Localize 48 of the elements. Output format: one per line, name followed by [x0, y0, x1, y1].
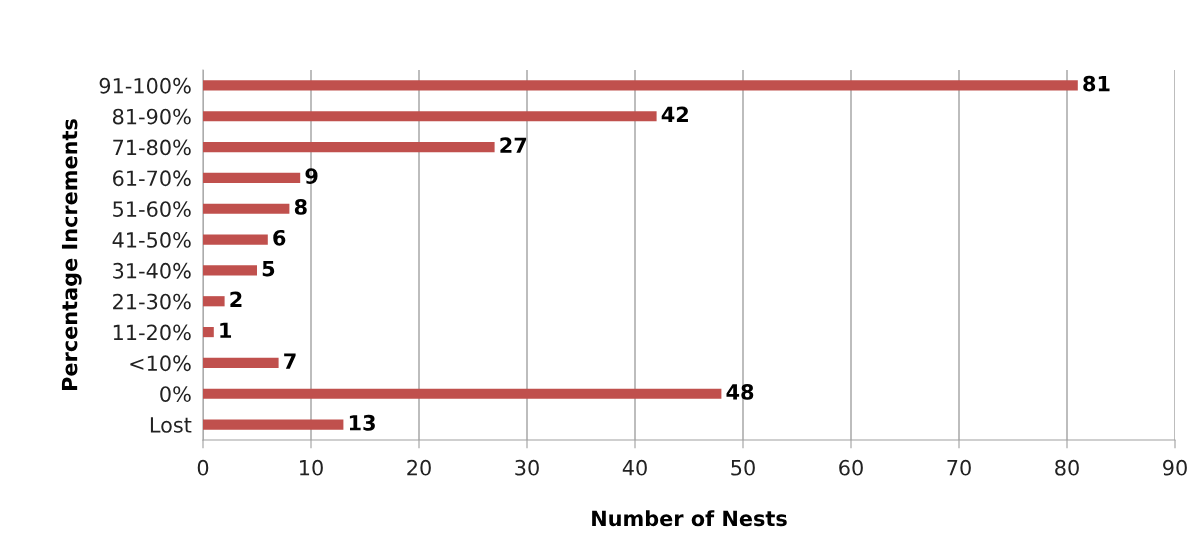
- x-tick-label: 10: [300, 459, 323, 476]
- bar: [203, 296, 225, 307]
- y-tick-label: 31-40%: [113, 262, 191, 279]
- x-tick-label: 30: [515, 459, 539, 476]
- y-tick-label: 51-60%: [113, 201, 191, 217]
- y-tick-label: 21-30%: [113, 293, 191, 310]
- x-tick-label: 70: [947, 459, 971, 476]
- data-label: 81: [1083, 75, 1110, 92]
- y-tick-label: 81-90%: [112, 108, 191, 125]
- bar: [203, 265, 257, 276]
- data-label: 2: [230, 291, 242, 307]
- y-tick-label: 61-70%: [113, 170, 191, 187]
- x-tick-label: 0: [197, 459, 209, 476]
- bar: [203, 80, 1078, 91]
- data-label: 42: [661, 106, 688, 122]
- bar: [203, 111, 657, 122]
- y-tick-label: <10%: [130, 355, 191, 372]
- bar: [203, 172, 301, 183]
- bar: [203, 234, 268, 245]
- x-tick-label: 20: [407, 459, 431, 476]
- data-label: 6: [273, 229, 286, 246]
- y-tick-label: 41-50%: [112, 232, 191, 248]
- data-label: 13: [349, 414, 375, 431]
- data-label: 5: [262, 260, 275, 277]
- x-tick-label: 40: [622, 459, 647, 476]
- y-tick-label: 71-80%: [113, 139, 191, 156]
- bar: [203, 327, 214, 338]
- y-tick-label: 0%: [160, 386, 191, 402]
- x-tick-label: 50: [731, 459, 755, 476]
- bar: [203, 357, 279, 368]
- data-label: 27: [500, 137, 527, 153]
- data-label: 9: [305, 168, 318, 184]
- y-axis-title: Percentage Increments: [61, 119, 82, 390]
- y-tick-label: Lost: [150, 417, 192, 433]
- data-label: 48: [726, 384, 754, 400]
- x-tick-label: 80: [1055, 459, 1079, 476]
- y-tick-label: 11-20%: [113, 324, 191, 341]
- bar: [203, 388, 722, 399]
- data-label: 8: [294, 199, 307, 215]
- bar: [203, 142, 495, 153]
- data-label: 7: [284, 353, 296, 369]
- y-tick-label: 91-100%: [99, 77, 191, 94]
- bar: [203, 203, 290, 214]
- bar: [203, 419, 344, 430]
- x-axis-title: Number of Nests: [592, 510, 787, 527]
- x-tick-label: 60: [839, 459, 863, 476]
- data-label: 1: [220, 322, 232, 338]
- x-tick-label: 90: [1163, 459, 1187, 476]
